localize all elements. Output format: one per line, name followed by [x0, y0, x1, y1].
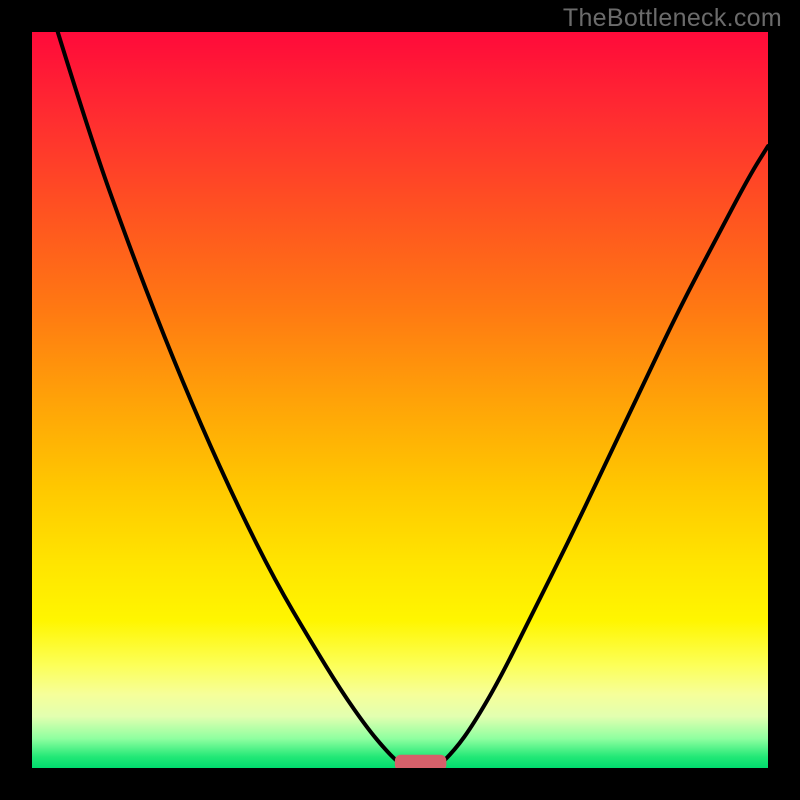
bottleneck-curve-chart — [32, 32, 768, 768]
bottleneck-marker — [395, 755, 447, 768]
chart-outer-frame: TheBottleneck.com — [0, 0, 800, 800]
gradient-background — [32, 32, 768, 768]
watermark-text: TheBottleneck.com — [563, 4, 782, 33]
plot-area — [32, 32, 768, 768]
